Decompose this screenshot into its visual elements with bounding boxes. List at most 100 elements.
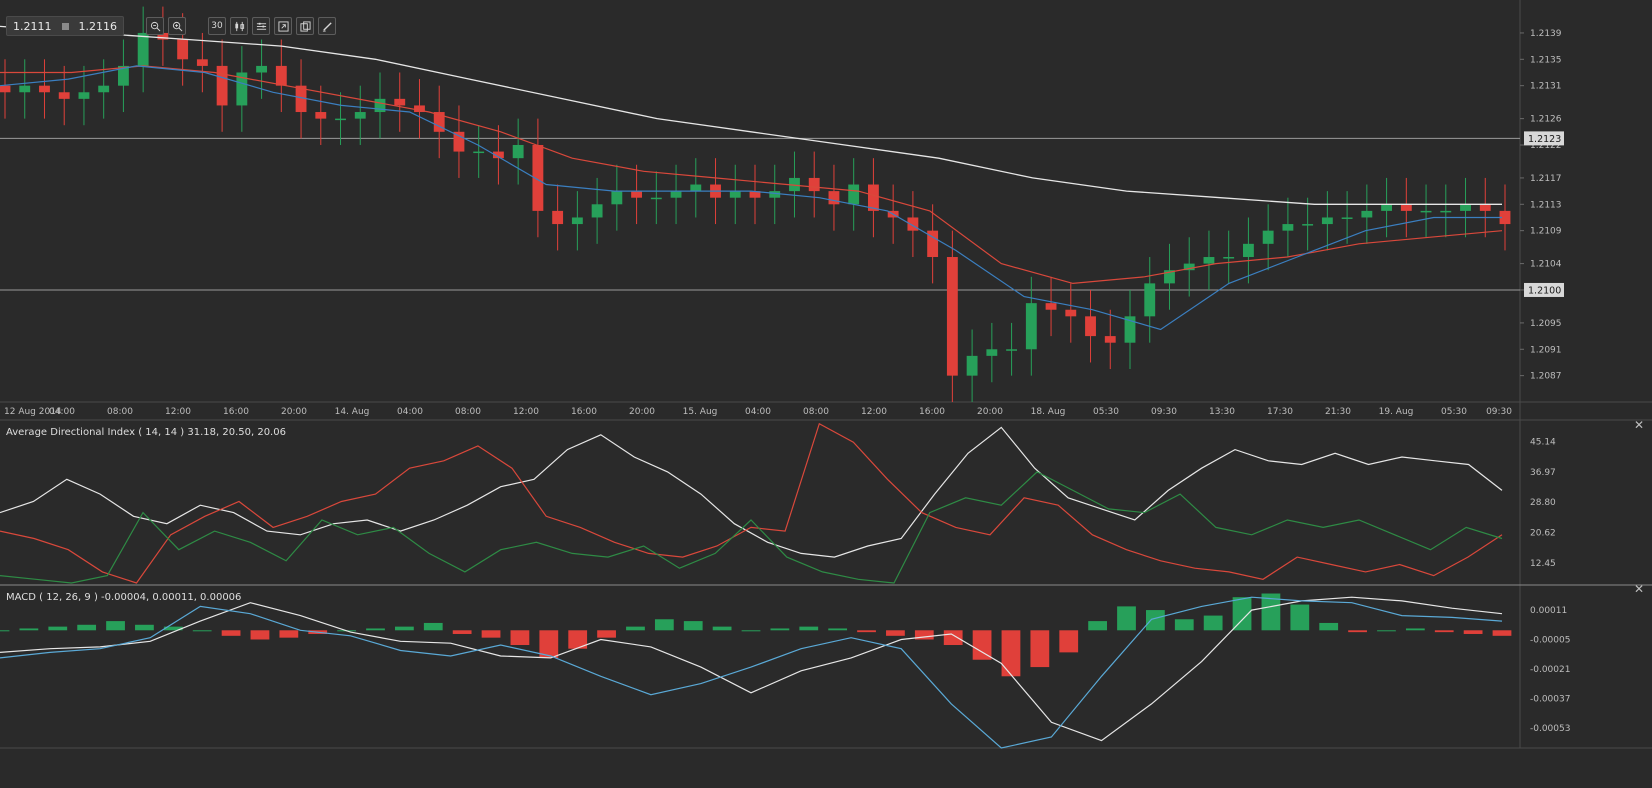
copy-icon[interactable] bbox=[296, 17, 314, 35]
level-label: 1.2123 bbox=[1528, 134, 1561, 145]
bid-price: 1.2111 bbox=[13, 19, 52, 33]
macd-histogram-bar bbox=[626, 626, 645, 631]
adx-tick-label: 36.97 bbox=[1530, 468, 1556, 478]
candle bbox=[19, 85, 31, 93]
candle bbox=[98, 85, 110, 93]
macd-histogram-bar bbox=[135, 624, 154, 631]
macd-histogram-bar bbox=[221, 630, 241, 636]
candle bbox=[867, 184, 879, 211]
price-tick-label: 1.2109 bbox=[1530, 227, 1562, 237]
candle bbox=[1400, 204, 1412, 211]
candle bbox=[1321, 217, 1333, 225]
candle bbox=[1085, 316, 1096, 337]
candle bbox=[1183, 263, 1195, 271]
candle bbox=[828, 191, 840, 205]
candle bbox=[1282, 224, 1294, 231]
macd-histogram-bar bbox=[972, 630, 992, 660]
macd-histogram-bar bbox=[886, 630, 905, 636]
macd-histogram-bar bbox=[1117, 606, 1136, 631]
candle bbox=[1440, 210, 1452, 213]
candle bbox=[117, 65, 129, 86]
macd-histogram-bar bbox=[712, 626, 732, 631]
time-tick-label: 04:00 bbox=[49, 407, 75, 417]
close-macd-icon[interactable]: ✕ bbox=[1633, 582, 1644, 596]
candle bbox=[532, 144, 544, 211]
candle bbox=[295, 85, 307, 113]
macd-histogram-bar bbox=[1030, 630, 1050, 668]
level-label: 1.2100 bbox=[1528, 285, 1561, 296]
macd-series-signal bbox=[0, 596, 1503, 749]
candle bbox=[670, 191, 682, 198]
candle bbox=[1341, 217, 1353, 219]
price-tick-label: 1.2087 bbox=[1530, 372, 1562, 382]
macd-histogram-bar bbox=[48, 626, 68, 631]
candle bbox=[848, 184, 860, 205]
indicators-icon[interactable] bbox=[252, 17, 270, 35]
price-tick-label: 1.2126 bbox=[1530, 115, 1562, 125]
timeframe-label: 30 bbox=[211, 21, 223, 31]
adx-title: Average Directional Index ( 14, 14 ) 31.… bbox=[6, 427, 286, 438]
macd-histogram-bar bbox=[192, 630, 212, 632]
macd-histogram-bar bbox=[1290, 604, 1310, 631]
price-tick-label: 1.2091 bbox=[1530, 345, 1562, 355]
macd-histogram-bar bbox=[828, 628, 848, 631]
quote-separator-icon bbox=[61, 22, 69, 30]
candle bbox=[571, 217, 583, 225]
time-tick-label: 16:00 bbox=[919, 407, 945, 417]
timeframe-button[interactable]: 30 bbox=[208, 17, 226, 35]
time-tick-label: 08:00 bbox=[107, 407, 133, 417]
candle bbox=[137, 32, 149, 66]
candle bbox=[177, 39, 189, 60]
candle bbox=[433, 112, 445, 132]
candle bbox=[394, 98, 406, 106]
macd-histogram-bar bbox=[163, 626, 183, 631]
candle bbox=[275, 65, 287, 86]
candle bbox=[611, 191, 623, 205]
candle bbox=[907, 217, 919, 231]
candle bbox=[808, 177, 820, 192]
candle bbox=[591, 204, 603, 218]
candle bbox=[414, 105, 425, 113]
moving-average-long bbox=[0, 25, 1502, 205]
macd-histogram-bar bbox=[1145, 610, 1165, 631]
candle bbox=[236, 72, 248, 106]
candle bbox=[374, 98, 386, 113]
candle bbox=[1203, 257, 1215, 264]
time-tick-label: 15. Aug bbox=[683, 407, 718, 417]
adx-tick-label: 45.14 bbox=[1530, 438, 1556, 448]
candle bbox=[1144, 283, 1156, 317]
time-tick-label: 21:30 bbox=[1325, 407, 1351, 417]
zoom-in-icon[interactable] bbox=[168, 17, 186, 35]
candle bbox=[1302, 224, 1314, 226]
macd-histogram-bar bbox=[568, 630, 588, 649]
macd-histogram-bar bbox=[857, 630, 876, 633]
macd-histogram-bar bbox=[423, 622, 443, 631]
candle bbox=[789, 177, 800, 192]
macd-histogram-bar bbox=[1377, 630, 1396, 632]
adx-tick-label: 12.45 bbox=[1530, 559, 1556, 569]
expand-icon[interactable] bbox=[274, 17, 292, 35]
macd-histogram-bar bbox=[1174, 619, 1194, 631]
time-tick-label: 04:00 bbox=[397, 407, 423, 417]
time-tick-label: 09:30 bbox=[1151, 407, 1177, 417]
macd-histogram-bar bbox=[452, 630, 472, 634]
macd-histogram-bar bbox=[799, 626, 819, 631]
candle bbox=[1006, 349, 1018, 351]
macd-tick-label: 0.00011 bbox=[1530, 606, 1567, 616]
adx-series-di_plus bbox=[0, 471, 1503, 584]
close-adx-icon[interactable]: ✕ bbox=[1633, 418, 1644, 432]
price-tick-label: 1.2104 bbox=[1530, 260, 1562, 270]
macd-histogram-bar bbox=[1434, 630, 1454, 633]
candles-icon[interactable] bbox=[230, 17, 248, 35]
time-tick-label: 12:00 bbox=[513, 407, 539, 417]
candle bbox=[473, 151, 485, 154]
draw-icon[interactable] bbox=[318, 17, 336, 35]
time-tick-label: 14. Aug bbox=[335, 407, 370, 417]
candle bbox=[690, 184, 702, 192]
macd-histogram-bar bbox=[106, 621, 125, 631]
zoom-out-icon[interactable] bbox=[146, 17, 164, 35]
quote-box: 1.2111 1.2116 bbox=[6, 16, 124, 36]
time-tick-label: 12:00 bbox=[165, 407, 191, 417]
price-tick-label: 1.2095 bbox=[1530, 319, 1562, 329]
